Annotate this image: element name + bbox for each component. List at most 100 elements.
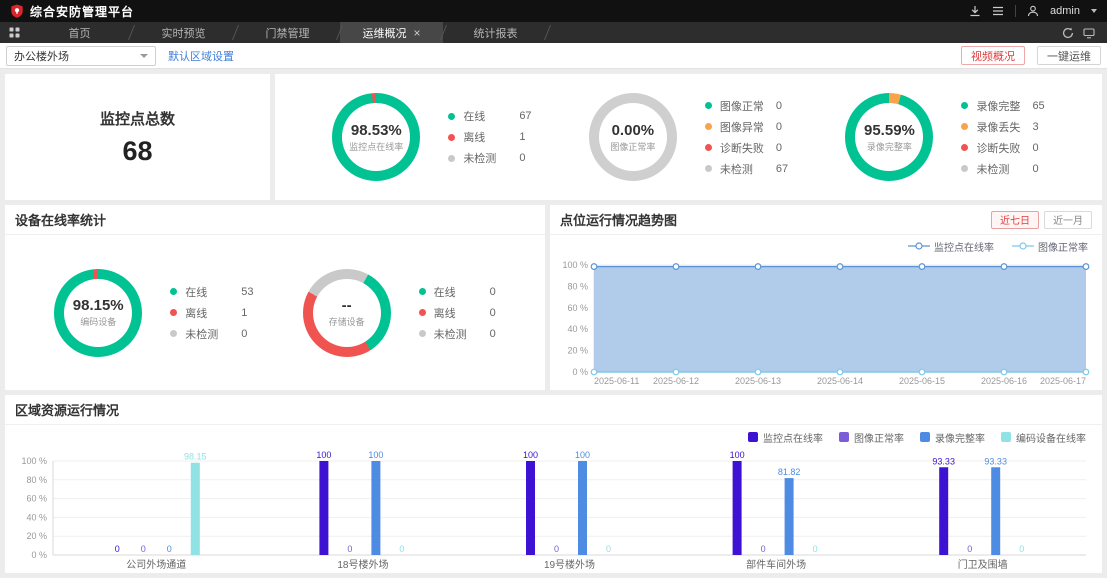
svg-text:0: 0 xyxy=(813,544,818,554)
device-panel-title: 设备在线率统计 xyxy=(15,213,107,228)
svg-text:2025-06-14: 2025-06-14 xyxy=(817,376,863,386)
trend-panel-title: 点位运行情况趋势图 xyxy=(560,213,678,228)
tab-strip: 首页 实时预览 门禁管理 运维概况 × 统计报表 xyxy=(28,22,1050,43)
legend-dot-icon xyxy=(961,144,969,151)
tab-label: 实时预览 xyxy=(161,27,206,40)
menu-list-icon[interactable] xyxy=(992,5,1004,17)
legend-dot-icon xyxy=(961,102,969,109)
tab-live-preview[interactable]: 实时预览 xyxy=(132,22,235,43)
svg-text:93.33: 93.33 xyxy=(932,456,955,466)
svg-text:2025-06-17: 2025-06-17 xyxy=(1040,376,1086,386)
donut-percent-value: -- xyxy=(341,297,352,314)
tab-stats-report[interactable]: 统计报表 xyxy=(444,22,547,43)
svg-text:0: 0 xyxy=(967,544,972,554)
svg-text:60 %: 60 % xyxy=(26,494,47,504)
bar-legend-item[interactable]: 录像完整率 xyxy=(920,430,985,445)
bar-legend-item[interactable]: 监控点在线率 xyxy=(748,430,823,445)
tab-close-icon[interactable]: × xyxy=(413,25,421,40)
tab-home[interactable]: 首页 xyxy=(28,22,131,43)
legend-dot-icon xyxy=(418,309,426,316)
svg-text:0: 0 xyxy=(1019,544,1024,554)
legend-value: 0 xyxy=(519,152,526,164)
svg-text:93.33: 93.33 xyxy=(984,456,1007,466)
donut-percent-value: 95.59% xyxy=(864,121,915,139)
legend-value: 0 xyxy=(489,327,496,340)
legend-item: 离线 1 xyxy=(448,129,531,145)
legend-item: 未检测 0 xyxy=(961,161,1044,177)
trend-panel: 点位运行情况趋势图 近七日 近一月 监控点在线率 图像正常率 0 % 20 % 40 %… xyxy=(550,205,1102,390)
donut-metric-label: 录像完整率 xyxy=(866,141,912,152)
svg-text:0: 0 xyxy=(761,544,766,554)
bar-legend-label: 编码设备在线率 xyxy=(1016,433,1086,445)
svg-text:100: 100 xyxy=(523,450,538,460)
download-icon[interactable] xyxy=(969,5,981,17)
legend-item: 诊断失败 0 xyxy=(961,140,1044,156)
svg-text:2025-06-12: 2025-06-12 xyxy=(653,376,699,386)
trend-legend-item[interactable]: 图像正常率 xyxy=(1012,239,1088,254)
apps-grid-button[interactable] xyxy=(0,22,28,43)
line-marker-icon xyxy=(1012,242,1034,250)
legend-value: 53 xyxy=(241,285,254,298)
region-bar-chart-area: 0 % 20 % 40 % 60 % 80 % 100 % 公司外场通道 0 0 0 98.15 18… xyxy=(9,449,1098,571)
total-points-label: 监控点总数 xyxy=(99,110,175,128)
legend-dot-icon xyxy=(170,288,178,295)
tab-label: 运维概况 xyxy=(362,27,407,40)
legend-dot-icon xyxy=(704,144,712,151)
legend-label: 离线 xyxy=(463,132,486,144)
overview-donuts-card: 98.53% 监控点在线率 在线 67 离线 1 未检测 0 0.00% 图像正常率 图像正常 0 图像… xyxy=(275,74,1102,200)
bar-legend-item[interactable]: 图像正常率 xyxy=(839,430,904,445)
donut-group-recording-integrity-rate: 95.59% 录像完整率 录像完整 65 录像丢失 3 诊断失败 0 未检测 0 xyxy=(845,93,1045,182)
legend-item: 在线 0 xyxy=(418,284,496,300)
tab-label: 首页 xyxy=(68,27,91,40)
svg-text:公司外场通道: 公司外场通道 xyxy=(126,558,186,571)
legend-item: 离线 0 xyxy=(418,305,496,321)
range-buttons: 近七日 近一月 xyxy=(991,210,1092,229)
legend-item: 未检测 0 xyxy=(448,150,531,166)
refresh-icon[interactable] xyxy=(1062,27,1074,39)
legend-label: 录像完整 xyxy=(976,100,1021,113)
legend-dot-icon xyxy=(418,330,426,337)
legend-dot-icon xyxy=(170,330,178,337)
range-button-0[interactable]: 近七日 xyxy=(991,210,1039,229)
legend-value: 65 xyxy=(1032,99,1045,112)
legend-dot-icon xyxy=(704,102,712,109)
one-key-ops-button[interactable]: 一键运维 xyxy=(1037,46,1101,65)
donut-legend: 图像正常 0 图像异常 0 诊断失败 0 未检测 67 xyxy=(704,93,788,182)
legend-label: 未检测 xyxy=(433,328,467,341)
top-header: 综合安防管理平台 admin xyxy=(0,0,1107,22)
area-select[interactable]: 办公楼外场 xyxy=(6,45,156,66)
donut-center: 98.15% 编码设备 xyxy=(64,278,133,347)
trend-legend-item[interactable]: 监控点在线率 xyxy=(908,239,994,254)
username[interactable]: admin xyxy=(1050,5,1080,17)
trend-panel-header: 点位运行情况趋势图 近七日 近一月 xyxy=(550,205,1102,235)
donut-legend: 在线 53 离线 1 未检测 0 xyxy=(170,279,253,347)
bar-legend-item[interactable]: 编码设备在线率 xyxy=(1001,430,1086,445)
legend-label: 离线 xyxy=(433,307,456,320)
donut-chart-monitor-online-rate: 98.53% 监控点在线率 xyxy=(332,93,421,181)
svg-text:80 %: 80 % xyxy=(26,475,47,485)
donut-metric-label: 存储设备 xyxy=(328,317,365,327)
app-logo-icon xyxy=(11,4,23,18)
legend-label: 在线 xyxy=(185,286,208,299)
donut-legend: 在线 67 离线 1 未检测 0 xyxy=(448,103,532,171)
user-menu-caret-icon[interactable] xyxy=(1091,9,1097,13)
donut-center: 0.00% 图像正常率 xyxy=(598,103,667,171)
svg-text:部件车间外场: 部件车间外场 xyxy=(746,558,806,571)
svg-text:100 %: 100 % xyxy=(21,456,47,466)
legend-label: 图像正常 xyxy=(719,100,764,113)
app-title: 综合安防管理平台 xyxy=(30,4,135,19)
legend-value: 0 xyxy=(489,285,496,298)
svg-text:100: 100 xyxy=(316,450,331,460)
user-icon[interactable] xyxy=(1027,5,1039,17)
legend-dot-icon xyxy=(170,309,178,316)
tab-ops-overview[interactable]: 运维概况 × xyxy=(340,22,443,43)
legend-label: 未检测 xyxy=(719,163,753,176)
legend-item: 诊断失败 0 xyxy=(704,140,788,156)
video-overview-button[interactable]: 视频概况 xyxy=(961,46,1025,65)
region-panel-title: 区域资源运行情况 xyxy=(15,403,120,418)
default-area-settings-link[interactable]: 默认区域设置 xyxy=(168,50,234,63)
screen-switch-icon[interactable] xyxy=(1083,27,1095,39)
svg-text:100: 100 xyxy=(368,450,383,460)
range-button-1[interactable]: 近一月 xyxy=(1044,210,1092,229)
tab-access-control[interactable]: 门禁管理 xyxy=(236,22,339,43)
